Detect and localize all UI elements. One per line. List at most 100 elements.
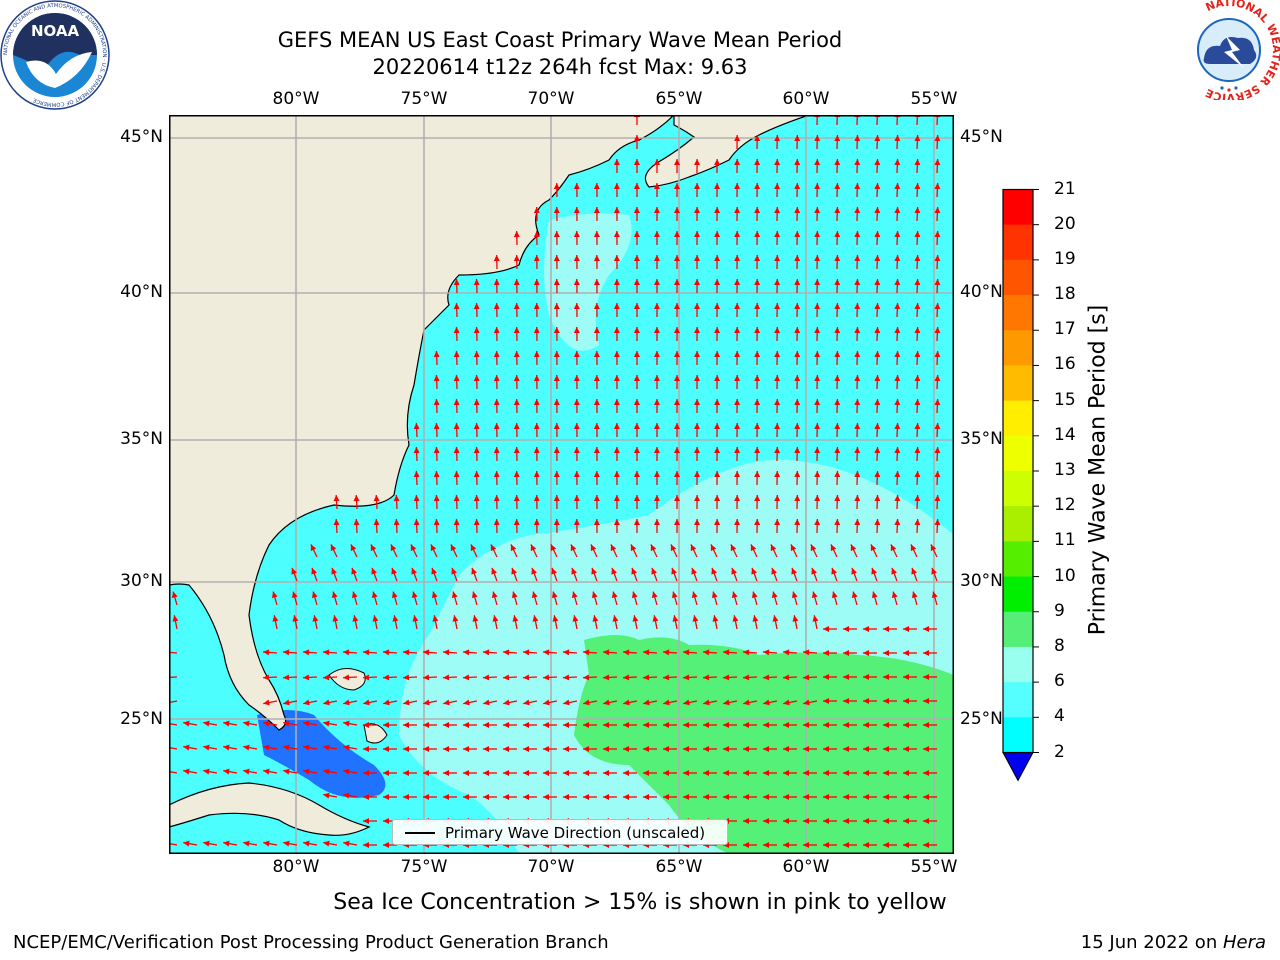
wave-arrow-head	[703, 674, 710, 681]
wave-arrow-head	[734, 495, 741, 502]
wave-arrow-head	[563, 674, 570, 681]
wave-arrow-head	[910, 544, 917, 552]
wave-arrow-head	[553, 183, 560, 190]
wave-arrow-head	[883, 746, 889, 752]
lon-label-top-60w: 60°W	[782, 89, 830, 109]
wave-arrow-head	[303, 649, 310, 656]
wave-arrow-head	[533, 351, 540, 358]
wave-arrow-head	[934, 207, 941, 214]
wave-arrow-head	[283, 674, 290, 681]
wave-arrow-head	[754, 471, 761, 478]
wave-arrow-head	[453, 303, 460, 310]
wave-arrow-head	[763, 746, 769, 752]
wave-arrow-head	[674, 207, 681, 214]
wave-arrow-head	[863, 698, 869, 704]
wave-arrow-head	[613, 351, 620, 358]
wave-arrow-head	[623, 699, 630, 706]
wave-arrow-head	[683, 649, 690, 656]
wave-arrow-head	[743, 746, 749, 752]
wave-arrow-head	[914, 207, 921, 214]
wave-arrow-head	[391, 591, 398, 599]
wave-arrow-head	[834, 183, 841, 190]
wave-arrow-head	[931, 567, 937, 575]
wave-arrow-head	[423, 770, 429, 776]
wave-arrow-head	[683, 699, 690, 706]
wave-arrow-head	[894, 375, 901, 382]
wave-arrow-head	[312, 615, 319, 622]
wave-arrow-head	[433, 471, 440, 478]
wave-arrow-head	[610, 544, 617, 552]
wave-arrow-head	[651, 567, 657, 575]
wave-arrow-head	[854, 447, 861, 454]
wave-arrow-head	[370, 544, 377, 552]
wave-arrow-head	[243, 744, 250, 751]
wave-arrow-head	[633, 351, 640, 358]
wave-arrow-head	[573, 231, 580, 238]
wave-arrow-head	[573, 207, 580, 214]
wave-arrow-head	[703, 794, 709, 800]
wave-arrow-head	[432, 615, 439, 622]
wave-arrow-head	[774, 471, 781, 478]
wave-arrow-head	[783, 674, 790, 681]
wave-arrow-head	[351, 567, 357, 575]
wave-arrow-head	[512, 615, 519, 622]
wave-arrow-head	[874, 207, 881, 214]
wave-arrow-head	[492, 615, 499, 622]
wave-arrow-head	[653, 303, 660, 310]
wave-arrow-head	[823, 722, 829, 728]
wave-arrow-head	[823, 674, 829, 680]
wave-arrow-head	[734, 135, 741, 142]
wave-arrow-head	[592, 615, 599, 622]
wave-arrow-head	[794, 447, 801, 454]
wave-arrow-head	[694, 375, 701, 382]
wave-arrow-head	[874, 183, 881, 190]
wave-arrow-head	[723, 674, 730, 681]
wave-arrow-head	[711, 567, 717, 575]
wave-direction-arrows	[169, 115, 941, 848]
wave-arrow-head	[783, 649, 790, 656]
wave-arrow-head	[363, 746, 369, 752]
wave-arrow-head	[493, 303, 500, 310]
wave-arrow-head	[694, 351, 701, 358]
wave-arrow-head	[333, 495, 340, 502]
wave-arrow-head	[463, 770, 469, 776]
wave-arrow-head	[814, 255, 821, 262]
wave-arrow-head	[771, 567, 777, 575]
wave-arrow-head	[613, 231, 620, 238]
wave-arrow-head	[803, 649, 810, 656]
wave-arrow-head	[553, 351, 560, 358]
wave-arrow-head	[671, 591, 678, 599]
wave-arrow-head	[343, 840, 350, 847]
wave-arrow-head	[843, 650, 849, 656]
wave-arrow-head	[674, 351, 681, 358]
wave-arrow-head	[914, 303, 921, 310]
wave-arrow-head	[463, 722, 469, 728]
wave-arrow-head	[613, 255, 620, 262]
wave-arrow-head	[493, 447, 500, 454]
wave-arrow-head	[734, 231, 741, 238]
wave-arrow-head	[843, 818, 849, 824]
wave-arrow-head	[433, 375, 440, 382]
wave-arrow-head	[653, 351, 660, 358]
wave-arrow-head	[674, 159, 681, 166]
wave-arrow-head	[263, 840, 270, 847]
wave-arrow-head	[814, 351, 821, 358]
wave-arrow-head	[633, 183, 640, 190]
wave-arrow-head	[503, 649, 510, 656]
colorbar-bin	[1003, 611, 1033, 648]
wave-arrow-head	[723, 722, 729, 728]
wave-arrow-head	[714, 279, 721, 286]
wave-arrow-head	[383, 699, 390, 706]
wave-arrow-head	[774, 519, 781, 526]
wave-arrow-head	[633, 207, 640, 214]
wave-arrow-head	[623, 674, 630, 681]
wave-arrow-head	[843, 626, 849, 632]
wave-arrow-head	[423, 649, 430, 656]
wave-arrow-head	[513, 447, 520, 454]
wave-arrow-head	[453, 399, 460, 406]
wave-arrow-head	[653, 375, 660, 382]
wave-arrow-head	[811, 591, 818, 599]
wave-arrow-head	[363, 649, 370, 656]
wave-arrow-head	[674, 399, 681, 406]
wave-arrow-head	[531, 567, 537, 575]
